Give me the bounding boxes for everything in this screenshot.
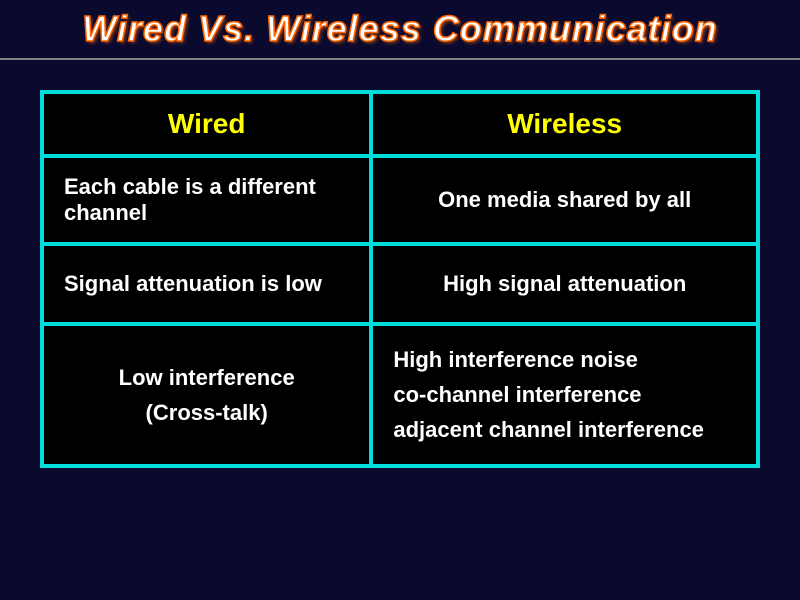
table-header-row: Wired Wireless xyxy=(42,92,758,156)
table-row: Signal attenuation is low High signal at… xyxy=(42,244,758,324)
cell-wired-3: Low interference(Cross-talk) xyxy=(42,324,371,466)
cell-wired-2: Signal attenuation is low xyxy=(42,244,371,324)
table-container: Wired Wireless Each cable is a different… xyxy=(0,60,800,498)
cell-wireless-2: High signal attenuation xyxy=(371,244,758,324)
header-wireless: Wireless xyxy=(371,92,758,156)
cell-wireless-1: One media shared by all xyxy=(371,156,758,244)
page-title: Wired Vs. Wireless Communication xyxy=(0,8,800,50)
cell-wireless-3: High interference noiseco-channel interf… xyxy=(371,324,758,466)
header-wired: Wired xyxy=(42,92,371,156)
cell-wired-1: Each cable is a different channel xyxy=(42,156,371,244)
comparison-table: Wired Wireless Each cable is a different… xyxy=(40,90,760,468)
table-row: Each cable is a different channel One me… xyxy=(42,156,758,244)
title-container: Wired Vs. Wireless Communication xyxy=(0,0,800,60)
table-row: Low interference(Cross-talk) High interf… xyxy=(42,324,758,466)
